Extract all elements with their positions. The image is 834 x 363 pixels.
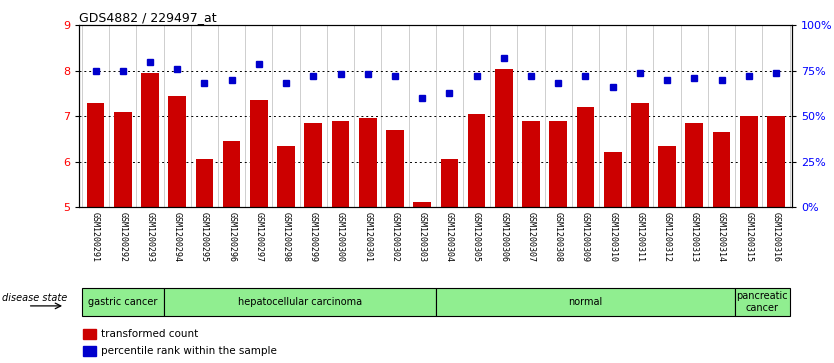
Bar (163, 288, 435, 316)
Bar (604, 152, 621, 207)
Bar (550, 121, 567, 207)
Bar (196, 159, 214, 207)
Bar (168, 96, 186, 207)
Bar (87, 102, 104, 207)
Bar (359, 118, 377, 207)
Bar (277, 146, 295, 207)
Bar (82, 288, 163, 316)
Text: percentile rank within the sample: percentile rank within the sample (101, 346, 277, 356)
Bar (576, 107, 595, 207)
Text: GDS4882 / 229497_at: GDS4882 / 229497_at (79, 11, 217, 24)
Text: transformed count: transformed count (101, 329, 198, 339)
Bar (141, 73, 158, 207)
Bar (740, 116, 757, 207)
Bar (735, 288, 790, 316)
Bar (658, 146, 676, 207)
Text: pancreatic
cancer: pancreatic cancer (736, 291, 788, 313)
Bar (304, 123, 322, 207)
Text: hepatocellular carcinoma: hepatocellular carcinoma (238, 297, 362, 307)
Bar (440, 159, 458, 207)
Text: gastric cancer: gastric cancer (88, 297, 158, 307)
Bar (250, 100, 268, 207)
Bar (713, 132, 731, 207)
Bar (332, 121, 349, 207)
Bar (83, 329, 96, 339)
Text: disease state: disease state (2, 293, 67, 303)
Bar (522, 121, 540, 207)
Bar (767, 116, 785, 207)
Bar (223, 141, 240, 207)
Bar (83, 346, 96, 356)
Bar (435, 288, 735, 316)
Bar (468, 114, 485, 207)
Bar (414, 202, 431, 207)
Bar (386, 130, 404, 207)
Bar (114, 112, 132, 207)
Text: normal: normal (568, 297, 603, 307)
Bar (686, 123, 703, 207)
Bar (495, 69, 513, 207)
Bar (631, 102, 649, 207)
